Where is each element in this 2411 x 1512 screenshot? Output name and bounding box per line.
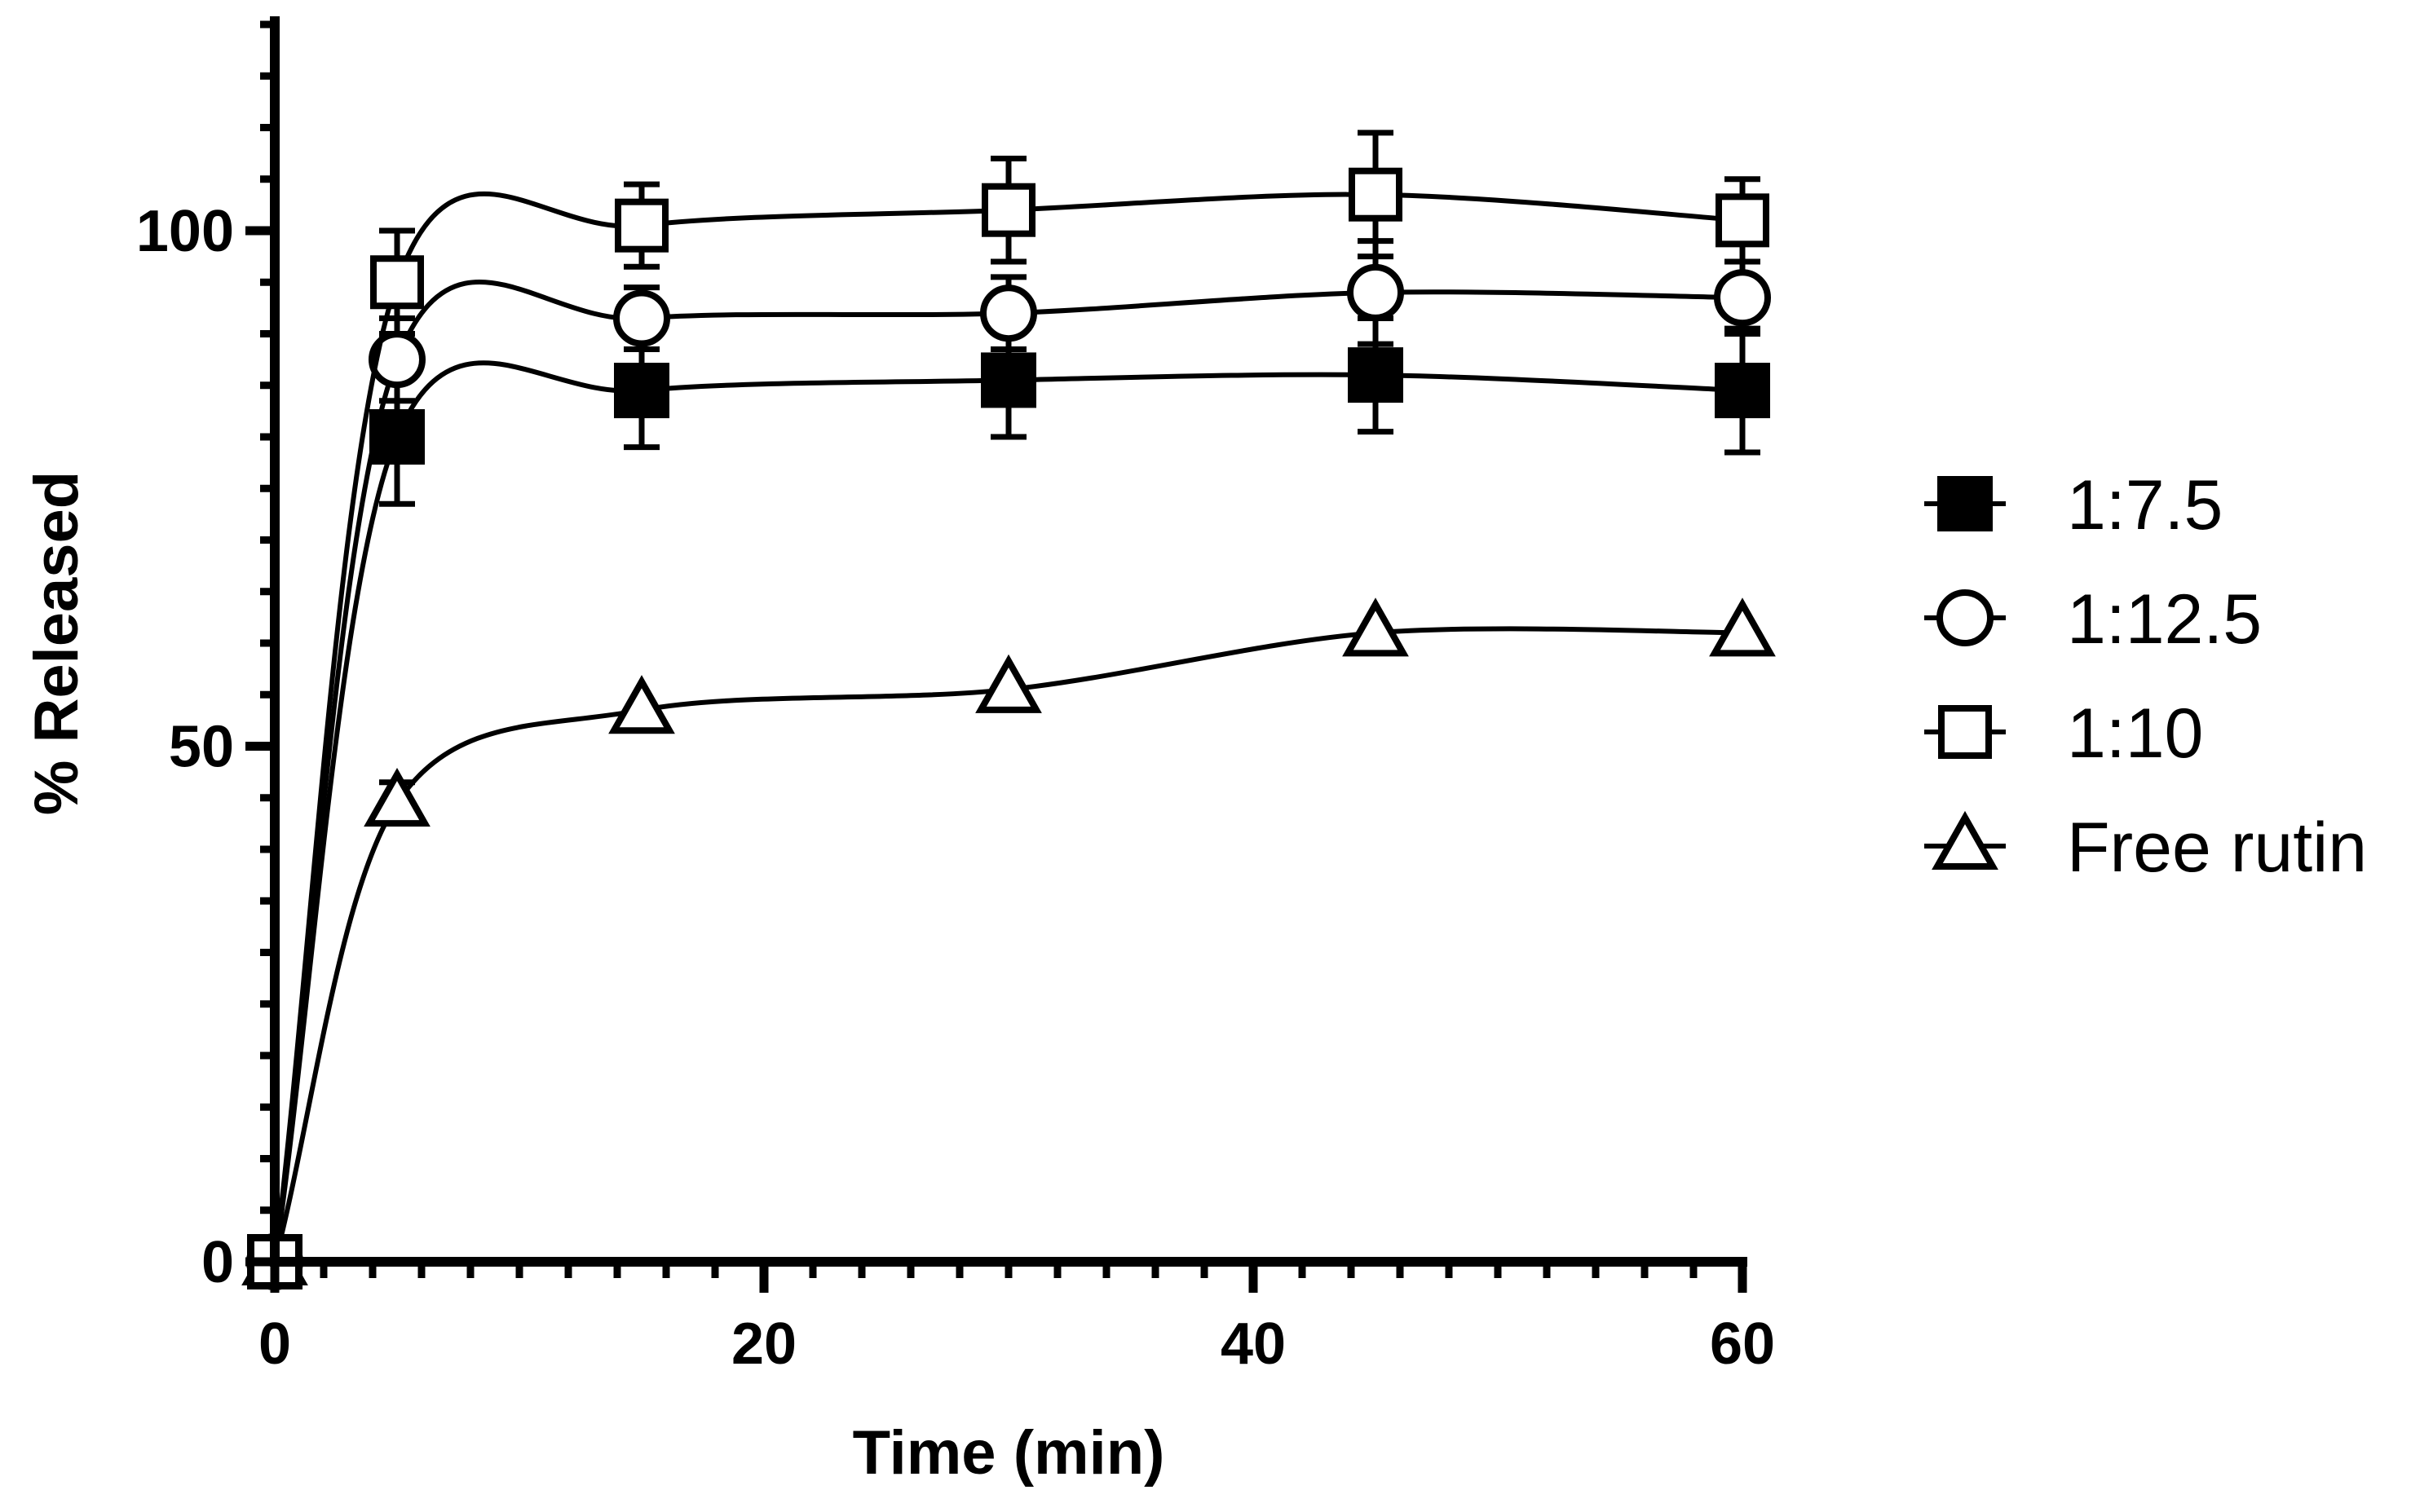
series-line xyxy=(272,360,1743,1263)
data-point xyxy=(613,289,670,347)
legend-item: 1:7.5 xyxy=(1924,466,2223,544)
data-point xyxy=(1714,269,1771,327)
data-point xyxy=(1347,263,1404,321)
y-axis-title: % Released xyxy=(22,471,91,815)
legend: 1:7.5 1:12.5 1:10 Free rutin xyxy=(1924,466,2367,887)
series-line xyxy=(272,626,1743,1263)
x-tick-label: 20 xyxy=(731,1311,797,1377)
y-tick-label: 50 xyxy=(169,715,234,780)
legend-marker xyxy=(1937,476,1993,531)
data-point xyxy=(370,255,424,310)
series-3 xyxy=(241,597,1776,1285)
x-tick-label: 0 xyxy=(258,1311,291,1377)
legend-label: 1:7.5 xyxy=(2067,466,2223,544)
data-point xyxy=(1342,597,1409,657)
legend-item: 1:10 xyxy=(1924,694,2203,773)
x-tick-label: 60 xyxy=(1710,1311,1775,1377)
data-point xyxy=(1709,597,1776,657)
legend-label: 1:10 xyxy=(2067,694,2203,773)
data-point xyxy=(982,183,1035,237)
data-point xyxy=(975,654,1042,713)
x-tick-label: 40 xyxy=(1221,1311,1286,1377)
legend-item: Free rutin xyxy=(1924,809,2367,887)
legend-label: Free rutin xyxy=(2067,809,2367,887)
data-point xyxy=(608,675,675,734)
data-point xyxy=(981,352,1036,408)
x-axis-title: Time (min) xyxy=(853,1418,1165,1488)
series-0 xyxy=(247,315,1770,1289)
legend-label: 1:12.5 xyxy=(2067,580,2262,659)
data-point xyxy=(1716,193,1769,248)
data-point xyxy=(614,363,669,419)
data-point xyxy=(1715,363,1770,419)
data-point xyxy=(364,767,431,827)
legend-marker xyxy=(1938,705,1992,759)
data-point xyxy=(1349,167,1402,222)
labels-layer: 0 50 100 0 20 40 60 Time (min) % Released xyxy=(22,199,1775,1488)
y-tick-label: 0 xyxy=(201,1230,234,1295)
series-layer xyxy=(241,130,1776,1290)
legend-item: 1:12.5 xyxy=(1924,580,2262,659)
legend-marker xyxy=(1932,810,1998,870)
axes-layer xyxy=(245,16,1747,1293)
data-point xyxy=(1348,347,1403,403)
series-2 xyxy=(248,130,1769,1289)
data-point xyxy=(980,284,1037,342)
y-tick-label: 100 xyxy=(136,199,234,264)
data-point xyxy=(615,198,669,253)
legend-marker xyxy=(1936,589,1994,646)
